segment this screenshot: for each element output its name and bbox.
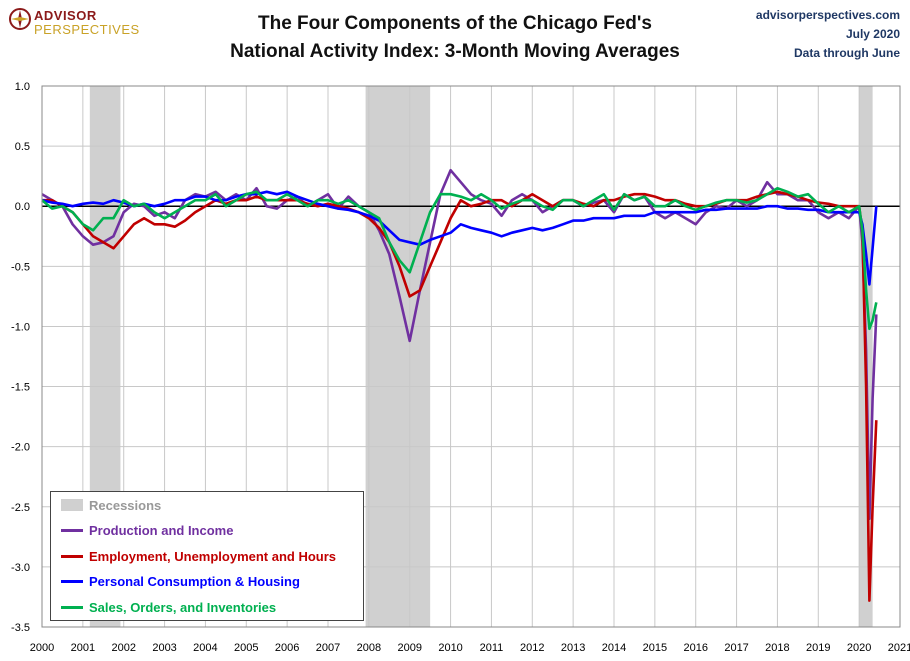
x-tick-label: 2000	[30, 642, 54, 654]
legend-swatch	[61, 554, 83, 558]
y-tick-label: -2.5	[11, 502, 30, 514]
y-tick-label: -3.5	[11, 622, 30, 634]
legend-swatch	[61, 499, 83, 511]
legend-item-series-1: Employment, Unemployment and Hours	[61, 545, 336, 567]
y-tick-label: 0.0	[15, 201, 30, 213]
legend-label: Employment, Unemployment and Hours	[89, 548, 337, 564]
series-line-0	[41, 168, 878, 521]
series-lines	[41, 168, 878, 602]
legend-swatch	[61, 529, 83, 532]
y-tick-label: -3.0	[11, 562, 30, 574]
source-site: advisorperspectives.com	[755, 8, 900, 22]
x-tick-label: 2021	[888, 642, 910, 654]
series-line-2	[41, 190, 878, 286]
x-tick-label: 2009	[397, 642, 421, 654]
logo-text-perspectives: PERSPECTIVES	[34, 22, 140, 37]
y-tick-label: 0.5	[15, 141, 30, 153]
x-axis-ticks: 2000 2001 2002 2003 2004 2005 2006 2007 2008 2009…	[30, 642, 910, 654]
x-tick-label: 2013	[561, 642, 585, 654]
x-tick-label: 2004	[193, 642, 217, 654]
y-tick-label: -1.0	[11, 321, 30, 333]
source-data-through: Data through June	[793, 46, 900, 60]
x-tick-label: 2016	[683, 642, 707, 654]
x-tick-label: 2001	[71, 642, 95, 654]
x-tick-label: 2015	[643, 642, 667, 654]
recession-band-1	[365, 86, 431, 627]
source-block: advisorperspectives.com July 2020 Data t…	[756, 6, 900, 63]
legend-item-series-3: Sales, Orders, and Inventories	[61, 596, 276, 618]
source-date: July 2020	[845, 27, 900, 41]
x-tick-label: 2017	[724, 642, 748, 654]
x-tick-label: 2005	[234, 642, 258, 654]
plot-border	[41, 85, 901, 628]
x-tick-label: 2003	[152, 642, 176, 654]
y-axis-ticks: 1.0 0.5 0.0 -0.5 -1.0 -1.5 -2.0 -2.5 -3.0 -3.5	[11, 81, 30, 634]
compass-icon	[9, 8, 31, 30]
x-tick-label: 2006	[275, 642, 299, 654]
y-tick-label: -1.5	[11, 382, 30, 394]
legend: Recessions Production and Income Employmen…	[50, 491, 364, 621]
legend-swatch	[61, 580, 83, 583]
series-line-3	[41, 186, 878, 331]
x-tick-label: 2010	[438, 642, 462, 654]
chart-title-line1: The Four Components of the Chicago Fed's	[257, 13, 653, 34]
x-tick-label: 2002	[111, 642, 135, 654]
chart-title: The Four Components of the Chicago Fed's…	[170, 10, 740, 66]
legend-label: Production and Income	[89, 523, 234, 538]
x-tick-label: 2020	[847, 642, 871, 654]
y-tick-label: 1.0	[15, 81, 30, 93]
x-tick-label: 2007	[316, 642, 340, 654]
x-tick-label: 2012	[520, 642, 544, 654]
logo-text-advisor: ADVISOR	[34, 8, 97, 23]
y-tick-label: -2.0	[11, 442, 30, 454]
x-tick-label: 2011	[480, 642, 504, 654]
legend-swatch	[61, 605, 83, 609]
legend-label: Recessions	[89, 497, 162, 513]
x-tick-label: 2008	[357, 642, 381, 654]
legend-item-recessions: Recessions	[61, 494, 161, 516]
legend-item-series-0: Production and Income	[61, 520, 233, 542]
legend-label: Sales, Orders, and Inventories	[89, 599, 277, 615]
legend-label: Personal Consumption & Housing	[89, 574, 300, 589]
x-tick-label: 2019	[806, 642, 830, 654]
chart-title-line2: National Activity Index: 3-Month Moving …	[230, 41, 680, 62]
x-tick-label: 2014	[602, 642, 626, 654]
logo: ADVISOR PERSPECTIVES	[8, 6, 168, 42]
y-tick-label: -0.5	[11, 261, 30, 273]
x-tick-label: 2018	[765, 642, 789, 654]
legend-item-series-2: Personal Consumption & Housing	[61, 571, 300, 593]
